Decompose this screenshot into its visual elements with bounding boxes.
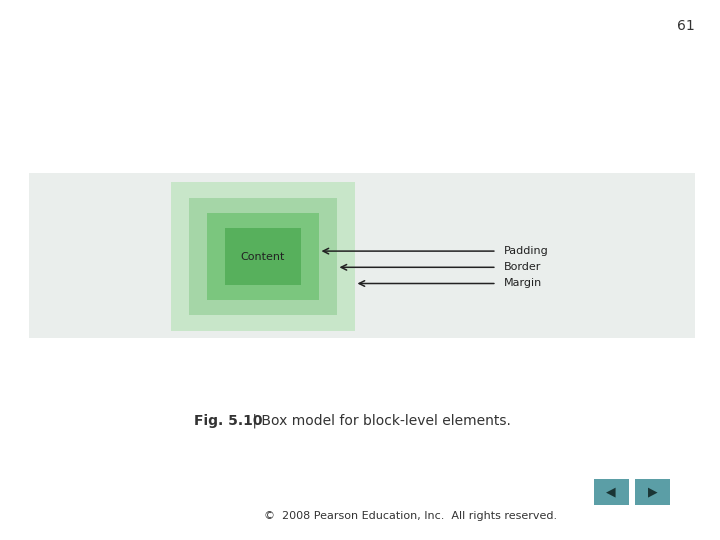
Text: Margin: Margin: [504, 279, 542, 288]
Bar: [635, 479, 670, 505]
Text: ▶: ▶: [647, 485, 657, 498]
Text: ©  2008 Pearson Education, Inc.  All rights reserved.: © 2008 Pearson Education, Inc. All right…: [264, 511, 557, 521]
Bar: [225, 228, 301, 285]
Bar: [594, 479, 629, 505]
Bar: [189, 198, 337, 314]
Text: Content: Content: [240, 252, 285, 261]
Text: Fig. 5.10: Fig. 5.10: [194, 414, 263, 428]
Text: Border: Border: [504, 262, 541, 272]
Text: Padding: Padding: [504, 246, 549, 256]
Bar: [171, 183, 355, 330]
Text: 61: 61: [677, 19, 695, 33]
Text: | Box model for block-level elements.: | Box model for block-level elements.: [248, 414, 511, 428]
Bar: [207, 213, 319, 300]
Bar: [29, 173, 695, 338]
Text: ◀: ◀: [606, 485, 616, 498]
